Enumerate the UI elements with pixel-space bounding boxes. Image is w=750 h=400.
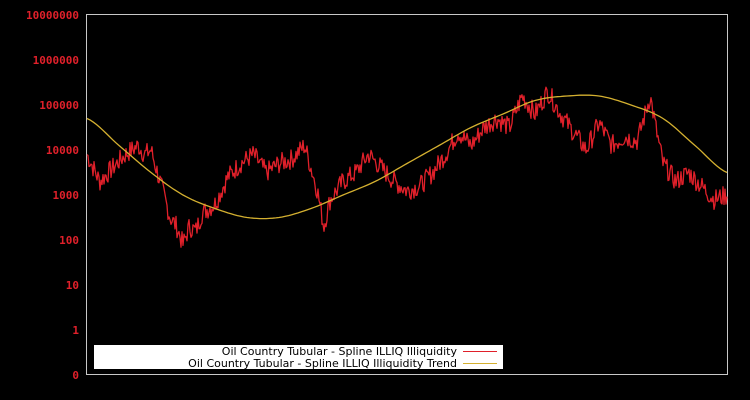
y-tick-label: 0 <box>72 369 79 382</box>
y-tick-label: 10000000 <box>26 9 79 22</box>
y-tick-label: 100 <box>59 234 79 247</box>
legend-label-trend: Oil Country Tubular - Spline ILLIQ Illiq… <box>188 357 457 370</box>
illiquidity-series-line <box>86 86 728 248</box>
legend-box <box>94 345 503 369</box>
y-tick-label: 100000 <box>39 99 79 112</box>
y-tick-label: 1 <box>72 324 79 337</box>
y-axis: 10000000 1000000 100000 10000 1000 100 1… <box>26 9 79 382</box>
legend-label-illiquidity: Oil Country Tubular - Spline ILLIQ Illiq… <box>222 345 458 358</box>
y-tick-label: 10 <box>66 279 79 292</box>
y-tick-label: 1000 <box>53 189 80 202</box>
illiquidity-trend-line <box>86 94 728 220</box>
plot-frame <box>86 14 728 375</box>
legend: Oil Country Tubular - Spline ILLIQ Illiq… <box>94 345 503 370</box>
y-tick-label: 1000000 <box>33 54 79 67</box>
y-tick-label: 10000 <box>46 144 79 157</box>
